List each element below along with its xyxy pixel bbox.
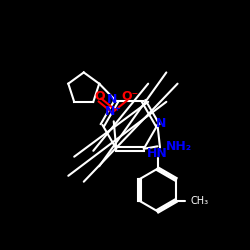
Text: N: N (107, 94, 118, 106)
Text: HN: HN (147, 147, 168, 160)
Text: N: N (156, 117, 166, 130)
Text: CH₃: CH₃ (191, 196, 209, 205)
Text: O⁻: O⁻ (122, 90, 138, 103)
Text: NH₂: NH₂ (166, 140, 192, 153)
Text: O: O (95, 90, 105, 103)
Text: N⁺: N⁺ (105, 105, 122, 118)
